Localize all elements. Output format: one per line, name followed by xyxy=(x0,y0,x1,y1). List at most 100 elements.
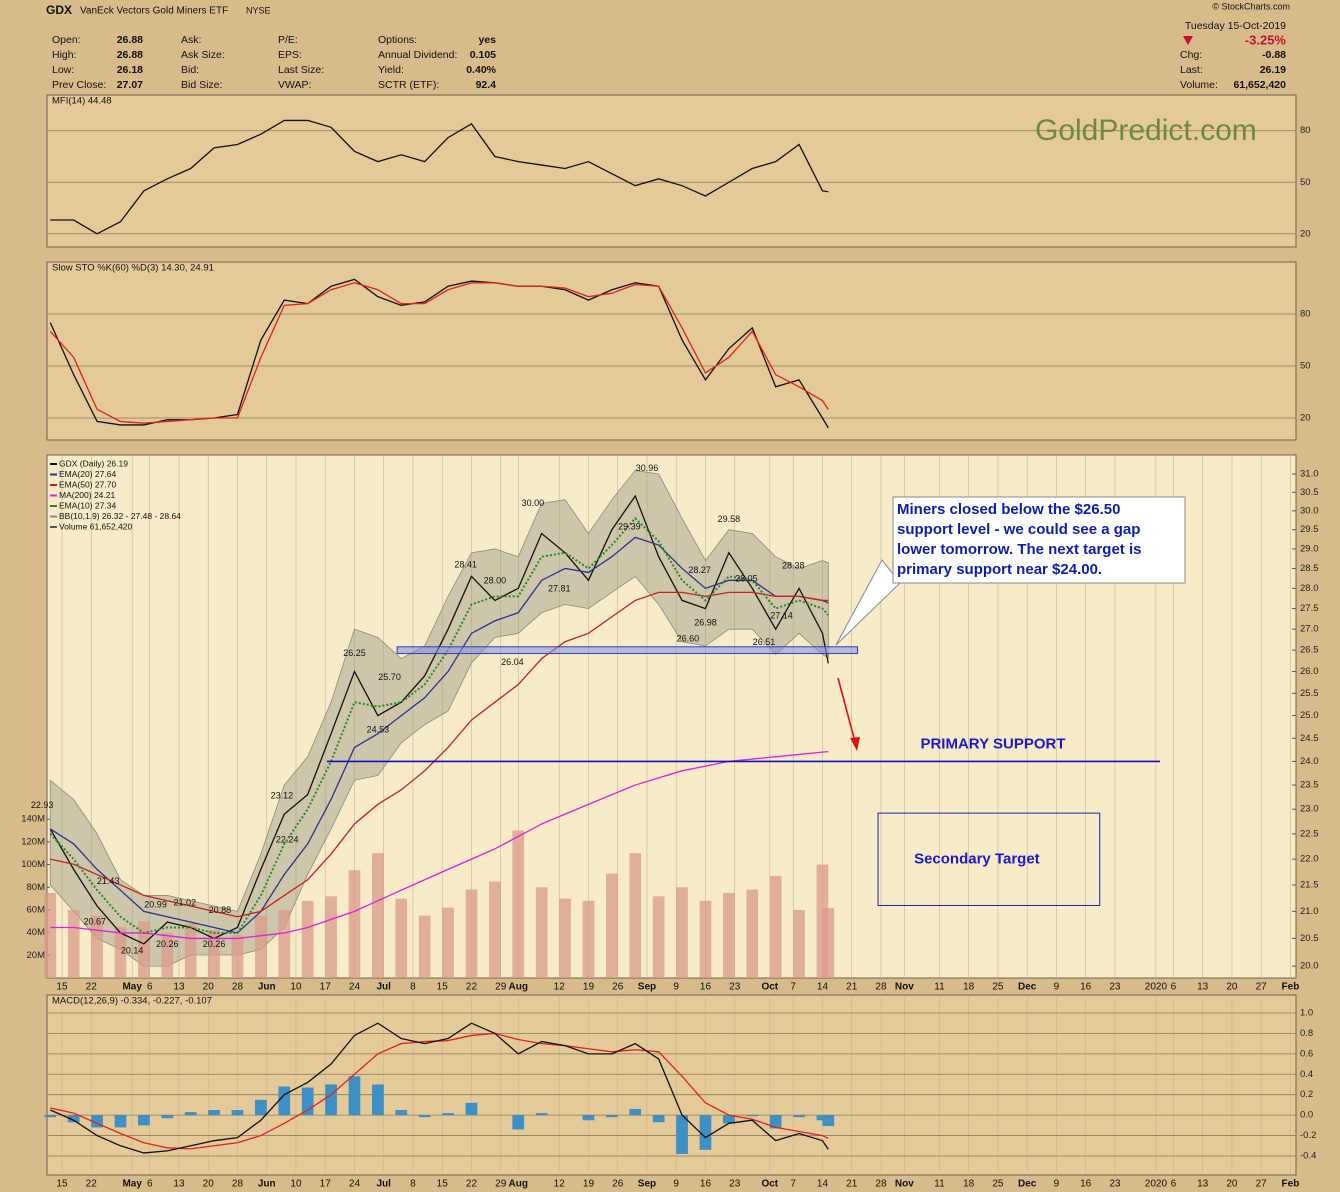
histogram-bar xyxy=(746,1115,759,1117)
y-tick-label: 23.5 xyxy=(1300,780,1319,791)
histogram-bar xyxy=(161,1115,174,1119)
x-tick-label: 20 xyxy=(1226,1179,1238,1190)
volume-bar xyxy=(418,915,431,978)
series-line xyxy=(49,494,829,945)
x-tick-label: 22 xyxy=(86,982,98,993)
price-label: 20.67 xyxy=(83,917,106,927)
histogram-bar xyxy=(348,1076,361,1116)
histogram-bar xyxy=(301,1087,314,1116)
x-tick-label: 11 xyxy=(934,982,945,993)
x-tick-label: 21 xyxy=(846,1179,858,1190)
x-tick-label: 8 xyxy=(410,982,416,993)
stat-label: VWAP: xyxy=(278,79,311,91)
red-arrow xyxy=(837,677,860,751)
histogram-bar xyxy=(231,1110,244,1116)
y-tick-label: 0.8 xyxy=(1300,1028,1313,1039)
volume-bar xyxy=(184,923,197,978)
y-tick-label: 0.6 xyxy=(1300,1048,1313,1059)
x-tick-label: 24 xyxy=(349,1179,361,1190)
x-tick-label: Dec xyxy=(1018,982,1037,993)
volume-bar xyxy=(746,889,759,978)
histogram-bar xyxy=(512,1115,525,1130)
x-tick-label: Sep xyxy=(638,1179,656,1190)
stat-value: -0.88 xyxy=(1262,49,1286,61)
y-tick-label: 21.5 xyxy=(1300,879,1319,890)
y-tick-label: 29.5 xyxy=(1300,524,1319,535)
price-label: 22.93 xyxy=(31,800,54,810)
x-tick-label: 2020 xyxy=(1145,1179,1168,1190)
down-indicator xyxy=(1183,36,1193,45)
legend-entry: EMA(50) 27.70 xyxy=(59,479,116,489)
volume-bar xyxy=(348,870,361,978)
arrow-head xyxy=(850,737,860,751)
price-label: 26.60 xyxy=(677,633,700,643)
y2-tick-label: 60M xyxy=(27,904,46,915)
legend-entry: MA(200) 24.21 xyxy=(59,490,115,500)
stat-label: Last: xyxy=(1180,64,1203,76)
volume-bar xyxy=(395,898,408,978)
x-tick-label: 26 xyxy=(612,982,624,993)
x-tick-label: 17 xyxy=(320,1179,332,1190)
series-line xyxy=(50,119,829,235)
price-label: 20.26 xyxy=(156,939,179,949)
x-tick-label: May xyxy=(122,1179,142,1190)
stat-value: 27.07 xyxy=(117,79,143,91)
stat-label: Ask Size: xyxy=(181,49,225,61)
volume-bar xyxy=(161,932,174,978)
x-tick-label: 16 xyxy=(1080,1179,1092,1190)
x-tick-label: 20 xyxy=(1226,982,1238,993)
x-tick-label: 20 xyxy=(203,982,215,993)
volume-bar xyxy=(138,921,150,978)
y-tick-label: 80 xyxy=(1300,125,1311,136)
histogram-bar xyxy=(465,1102,478,1116)
callout-line: support level - we could see a gap xyxy=(897,521,1140,538)
volume-bar xyxy=(535,887,548,978)
x-tick-label: 28 xyxy=(232,982,244,993)
volume-bar xyxy=(512,830,525,978)
price-label: 21.43 xyxy=(97,876,120,886)
volume-bar xyxy=(67,909,80,978)
y-tick-label: 27.0 xyxy=(1300,624,1319,635)
y2-tick-label: 140M xyxy=(21,814,45,825)
price-label: 20.99 xyxy=(144,899,167,909)
x-tick-label: Feb xyxy=(1282,1179,1300,1190)
y-tick-label: 20.5 xyxy=(1300,933,1319,944)
histogram-bar xyxy=(769,1115,782,1129)
volume-bar xyxy=(325,896,337,978)
x-tick-label: 11 xyxy=(934,1179,945,1190)
panel-legend: Slow STO %K(60) %D(3) 14.30, 24.91 xyxy=(52,263,214,274)
legend-entry: BB(10,1.9) 26.32 - 27.48 - 28.64 xyxy=(59,511,181,521)
y-tick-label: -0.2 xyxy=(1300,1130,1316,1141)
x-tick-label: 10 xyxy=(290,982,302,993)
volume-bar xyxy=(301,900,314,978)
x-tick-label: Jul xyxy=(376,1179,391,1190)
x-tick-label: 16 xyxy=(1080,982,1092,993)
price-label: 28.38 xyxy=(782,561,805,571)
panel-legend: MACD(12,26,9) -0.334, -0.227, -0.107 xyxy=(52,996,212,1007)
x-tick-label: 25 xyxy=(992,1179,1004,1190)
date: Tuesday 15-Oct-2019 xyxy=(1185,20,1286,32)
price-label: 26.98 xyxy=(694,617,717,627)
x-tick-label: Feb xyxy=(1282,982,1300,993)
series-line xyxy=(49,516,830,935)
x-tick-label: 23 xyxy=(729,1179,741,1190)
y-tick-label: 80 xyxy=(1300,309,1311,320)
x-tick-label: 15 xyxy=(437,982,449,993)
y-tick-label: 30.5 xyxy=(1300,487,1319,498)
watermark: GoldPredict.com xyxy=(1035,114,1257,147)
callout: Miners closed below the $26.50 support l… xyxy=(835,496,1186,646)
series-line xyxy=(50,1032,829,1150)
exchange: NYSE xyxy=(246,5,271,15)
histogram-bar xyxy=(138,1115,150,1126)
x-tick-label: Dec xyxy=(1018,1179,1037,1190)
histogram-bar xyxy=(44,1115,57,1118)
secondary-target-label: Secondary Target xyxy=(914,850,1040,867)
y2-tick-label: 80M xyxy=(27,882,46,893)
x-tick-label: 12 xyxy=(554,1179,566,1190)
histogram-bar xyxy=(395,1110,408,1116)
x-tick-label: 28 xyxy=(232,1179,244,1190)
price-label: 22.24 xyxy=(276,834,299,844)
callout-line: Miners closed below the $26.50 xyxy=(897,501,1120,518)
x-tick-label: 6 xyxy=(1171,1179,1177,1190)
